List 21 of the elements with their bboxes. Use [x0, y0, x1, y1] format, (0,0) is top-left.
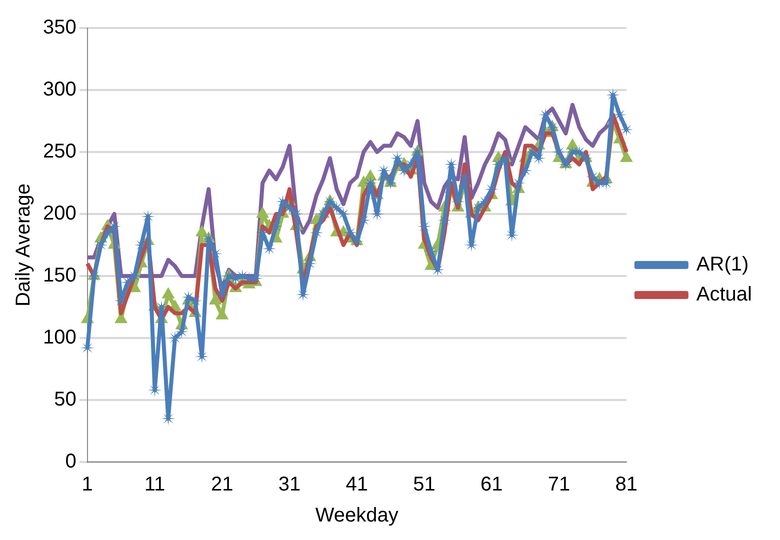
legend-label: Actual — [696, 284, 752, 306]
x-tick-label: 1 — [82, 474, 93, 496]
y-tick-label: 200 — [42, 202, 76, 225]
x-tick-label: 41 — [346, 474, 368, 496]
legend-label: AR(1) — [696, 254, 749, 276]
y-tick-label: 150 — [42, 264, 76, 287]
x-tick-label: 21 — [211, 474, 234, 496]
y-tick-label: 350 — [42, 16, 76, 39]
x-tick-label: 51 — [413, 474, 436, 496]
y-tick-label: 250 — [42, 140, 76, 163]
x-tick-label: 61 — [480, 474, 503, 496]
y-tick-label: 300 — [42, 78, 76, 101]
x-axis-title: Weekday — [315, 504, 398, 527]
y-tick-label: 100 — [42, 326, 76, 349]
y-axis-title: Daily Average — [12, 183, 35, 307]
x-tick-label: 71 — [548, 474, 570, 496]
y-tick-label: 50 — [54, 388, 76, 411]
x-tick-label: 81 — [615, 474, 638, 496]
y-tick-label: 0 — [65, 450, 76, 473]
x-tick-label: 31 — [278, 474, 301, 496]
x-tick-label: 11 — [144, 474, 166, 496]
